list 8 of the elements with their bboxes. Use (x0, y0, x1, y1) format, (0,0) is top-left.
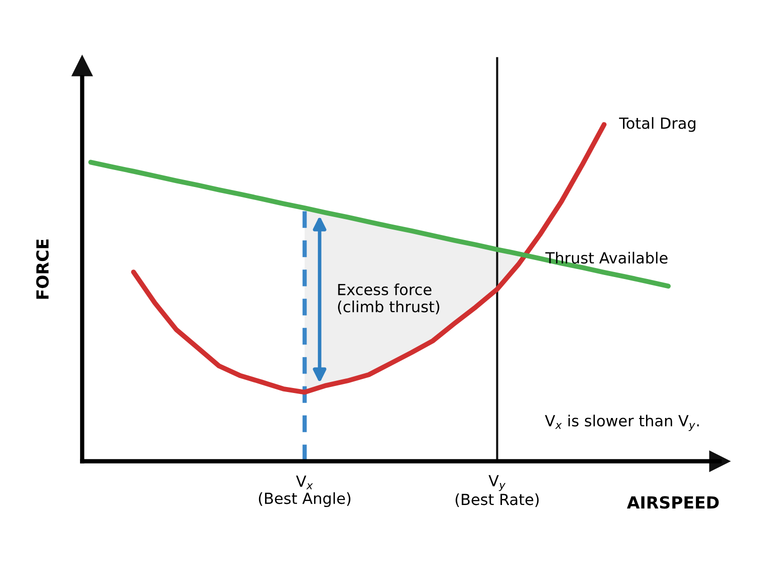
series-label: Total Drag (619, 117, 696, 132)
annotation: Excess force (climb thrust) (338, 283, 440, 314)
series-label: Thrust Available (545, 252, 668, 264)
x-tick-label: V$_{y}$ (Best Rate) (456, 475, 539, 507)
annotation: V$_{x}$ is slower than V$_{y}$. (544, 414, 699, 432)
x-axis-title: AIRSPEED (626, 496, 719, 509)
y-axis-title: FORCE (36, 240, 49, 299)
x-tick-label: V$_{x}$ (Best Angle) (258, 476, 350, 508)
